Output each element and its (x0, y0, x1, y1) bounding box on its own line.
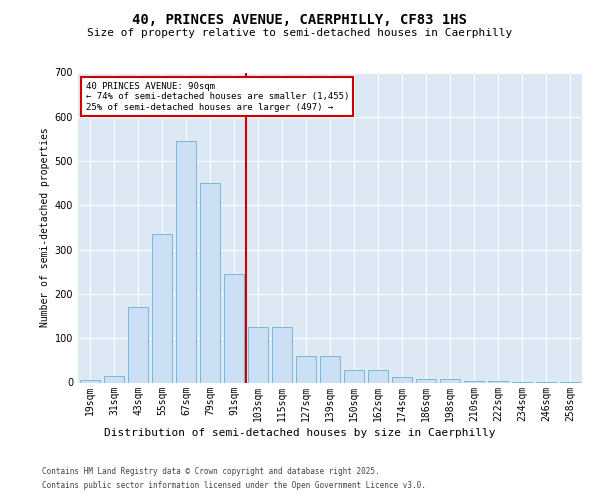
Bar (176, 141, 196, 382)
Text: Distribution of semi-detached houses by size in Caerphilly: Distribution of semi-detached houses by … (104, 428, 496, 438)
Bar (416, 379, 436, 382)
Text: Size of property relative to semi-detached houses in Caerphilly: Size of property relative to semi-detach… (88, 28, 512, 38)
Bar (488, 381, 508, 382)
Bar (392, 376, 412, 382)
Bar (80, 380, 100, 382)
Bar (320, 356, 340, 382)
Bar (272, 327, 292, 382)
Bar (368, 370, 388, 382)
Text: Contains public sector information licensed under the Open Government Licence v3: Contains public sector information licen… (42, 481, 426, 490)
Bar (440, 379, 460, 382)
Bar (104, 376, 124, 382)
Bar (200, 183, 220, 382)
Text: Contains HM Land Registry data © Crown copyright and database right 2025.: Contains HM Land Registry data © Crown c… (42, 468, 380, 476)
Bar (152, 234, 172, 382)
Bar (344, 370, 364, 382)
Bar (248, 327, 268, 382)
Y-axis label: Number of semi-detached properties: Number of semi-detached properties (40, 128, 50, 328)
Bar (224, 274, 244, 382)
Bar (464, 381, 484, 382)
Text: 40 PRINCES AVENUE: 90sqm
← 74% of semi-detached houses are smaller (1,455)
25% o: 40 PRINCES AVENUE: 90sqm ← 74% of semi-d… (86, 82, 349, 112)
Text: 40, PRINCES AVENUE, CAERPHILLY, CF83 1HS: 40, PRINCES AVENUE, CAERPHILLY, CF83 1HS (133, 12, 467, 26)
Bar (296, 356, 316, 382)
Bar (128, 307, 148, 382)
